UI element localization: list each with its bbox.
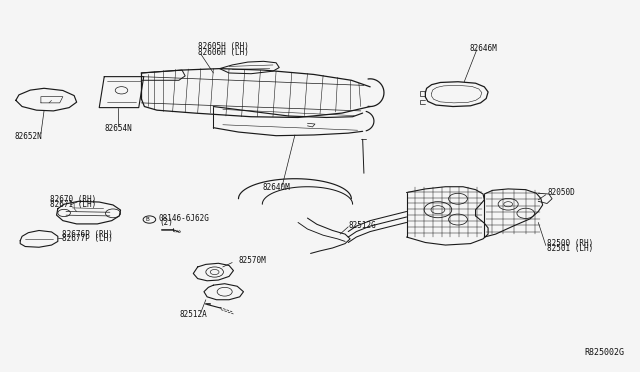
Text: 82606H (LH): 82606H (LH) [198, 48, 248, 57]
Text: 82605H (RH): 82605H (RH) [198, 42, 248, 51]
Text: 82652N: 82652N [15, 132, 42, 141]
Text: 82676P (RH): 82676P (RH) [61, 230, 113, 238]
Text: 82654N: 82654N [104, 124, 132, 133]
Text: 82640M: 82640M [262, 183, 290, 192]
Text: 08146-6J62G: 08146-6J62G [158, 214, 209, 223]
Text: 82646M: 82646M [469, 44, 497, 53]
Text: 82671 (LH): 82671 (LH) [51, 200, 97, 209]
Text: 82670 (RH): 82670 (RH) [51, 195, 97, 204]
Text: 82512G: 82512G [348, 221, 376, 230]
Text: 82512A: 82512A [179, 310, 207, 319]
Text: (2): (2) [159, 218, 173, 227]
Text: 82677P (LH): 82677P (LH) [61, 234, 113, 243]
Text: 82500 (RH): 82500 (RH) [547, 239, 593, 248]
Text: B: B [146, 217, 149, 222]
Text: R825002G: R825002G [584, 348, 624, 357]
Text: 82050D: 82050D [547, 188, 575, 197]
Text: 82501 (LH): 82501 (LH) [547, 244, 593, 253]
Text: 82570M: 82570M [239, 256, 266, 265]
